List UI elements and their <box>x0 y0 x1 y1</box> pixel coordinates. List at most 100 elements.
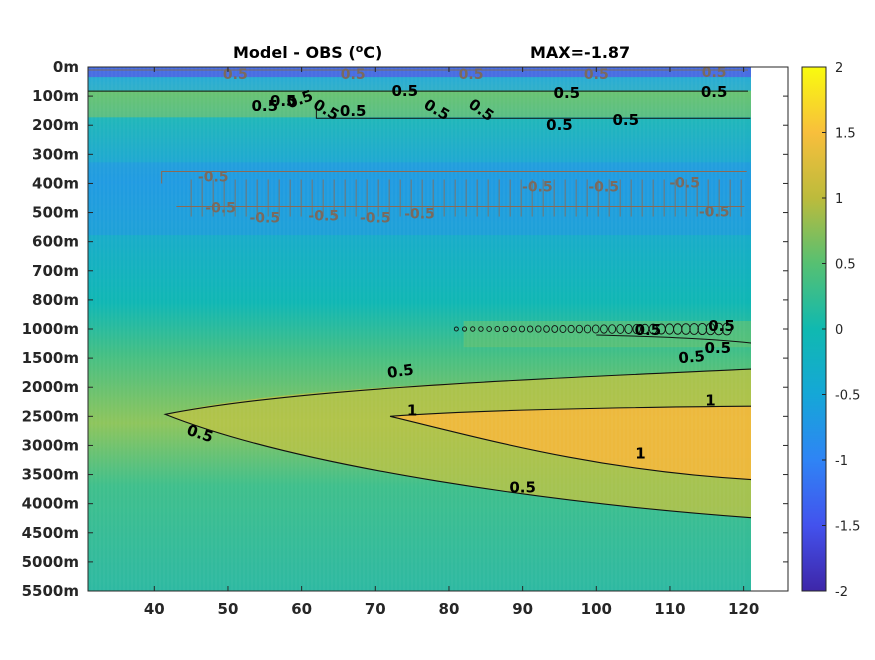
contour-loop-1000m <box>543 325 550 333</box>
axes: 0m 100m 200m 300m 400m 500m 600m 700m 800m 1000m 1… <box>22 58 789 618</box>
contour-label-deep: 0.5 <box>708 317 735 335</box>
contour-label-deep: 0.5 <box>509 479 536 497</box>
y-tick-label: 300m <box>32 145 79 163</box>
contour-label-deep: 1 <box>635 444 645 462</box>
contour-loop-1000m <box>470 326 476 332</box>
contour-loop-1000m <box>453 326 459 332</box>
heatmap-region-deep-warm <box>165 369 751 518</box>
y-tick-label: 5500m <box>22 582 79 600</box>
contour-line-surface-neg <box>88 69 748 73</box>
y-tick-label: 3500m <box>22 466 79 484</box>
x-tick-label: 110 <box>654 600 685 618</box>
contour-label-mid: -0.5 <box>198 169 229 185</box>
contour-loop-1000m <box>551 325 559 333</box>
contour-line-1000m-0.5 <box>596 334 751 344</box>
colorbar-tick-label: -0.5 <box>835 389 860 404</box>
x-tick-label: 90 <box>512 600 533 618</box>
contour-label-surface: 0.5 <box>341 67 366 83</box>
contour-line-deep-0.5 <box>163 368 751 519</box>
contour-loop-1000m <box>721 322 733 336</box>
contour-loop-1000m <box>575 324 583 334</box>
contour-label-mid: -0.5 <box>588 179 619 195</box>
y-tick-label: 600m <box>32 233 79 251</box>
colorbar: 2 1.5 1 0.5 0 -0.5 -1 -1.5 -2 <box>801 61 860 600</box>
contour-label-mid: -0.5 <box>249 211 280 227</box>
contour-loop-1000m <box>600 324 608 334</box>
contour-loop-1000m <box>713 322 724 336</box>
y-tick-label: 3000m <box>22 436 79 454</box>
y-tick-label: 400m <box>32 174 79 192</box>
contour-label-deep: 1 <box>407 401 417 419</box>
contour-label-deep: 0.5 <box>386 360 415 382</box>
x-tick-label: 50 <box>218 600 239 618</box>
chart-annotation-max: MAX=-1.87 <box>530 43 630 62</box>
plot-area: 0.50.50.50.50.50.50.5 0.50.50.5 0.50.50.5 0… <box>88 65 751 591</box>
contour-loop-1000m <box>462 326 468 332</box>
colorbar-tick-label: 1.5 <box>835 127 856 142</box>
colorbar-tick-label: 0 <box>835 323 843 338</box>
chart-title-group: Model - OBS (oC) MAX=-1.87 <box>233 42 630 62</box>
heatmap-region-upper-warm <box>88 91 751 118</box>
contour-loop-1000m <box>567 324 575 334</box>
contour-loop-1000m <box>494 325 501 333</box>
heatmap-region-surface-cold <box>88 67 751 78</box>
contour-label-upper: 0.5 <box>612 111 639 129</box>
contour-loop-1000m <box>510 325 517 333</box>
contour-loop-1000m <box>697 322 708 336</box>
y-tick-label: 100m <box>32 87 79 105</box>
contour-loop-1000m <box>478 326 484 332</box>
contour-label-deep: 0.5 <box>635 321 662 339</box>
y-tick-label: 1500m <box>22 349 79 367</box>
contour-line-deep-1 <box>389 405 751 481</box>
contour-loop-1000m <box>591 324 600 334</box>
contour-loop-1000m <box>535 325 542 333</box>
chart-title-superscript: o <box>356 42 364 55</box>
x-tick-label: 100 <box>581 600 612 618</box>
contour-loop-1000m <box>486 326 492 332</box>
x-tick-label: 40 <box>144 600 165 618</box>
y-tick-label: 4500m <box>22 524 79 542</box>
colorbar-tick-label: 1 <box>835 192 843 207</box>
contour-label-upper: 0.5 <box>554 84 581 102</box>
contour-loop-1000m <box>705 322 716 336</box>
colorbar-tick-label: -1 <box>835 454 848 469</box>
contour-label-deep: 0.5 <box>678 347 706 367</box>
contour-loop-1000m <box>624 324 633 334</box>
contour-loop-1000m <box>616 324 625 334</box>
contour-loop-1000m <box>518 325 526 333</box>
y-tick-label: 700m <box>32 262 79 280</box>
contour-label-upper: 0.5 <box>252 97 279 115</box>
contour-label-surface: 0.5 <box>702 65 727 81</box>
heatmap-region-deep-hot <box>390 406 751 480</box>
chart-title: Model - OBS (oC) <box>233 42 382 62</box>
contour-label-upper: 0.5 <box>391 82 418 100</box>
x-tick-label: 60 <box>291 600 312 618</box>
contour-label-upper: 0.5 <box>546 116 573 134</box>
x-tick-label: 120 <box>728 600 759 618</box>
contour-line-upper-0.5-south <box>315 108 751 119</box>
contour-loop-1000m <box>583 324 592 334</box>
contour-label-mid: -0.5 <box>669 175 700 191</box>
contour-line-mid-neg-north <box>161 170 747 184</box>
contour-label-surface: 0.5 <box>584 67 609 83</box>
chart-title-unit: C) <box>363 43 382 62</box>
contour-line-upper-0.5-north <box>88 90 748 99</box>
x-tick-label: 70 <box>365 600 386 618</box>
contour-label-1000m: 0.5 <box>705 339 732 357</box>
contour-label-mid: -0.5 <box>404 207 435 223</box>
y-tick-label: 800m <box>32 291 79 309</box>
contour-label-upper: 0.5 <box>270 92 297 110</box>
contour-loop-1000m <box>559 324 567 334</box>
contour-loop-1000m <box>608 324 617 334</box>
contour-label-mid: -0.5 <box>205 201 236 217</box>
contour-label-upper: 0.5 <box>701 83 728 101</box>
x-tick-label: 80 <box>439 600 460 618</box>
contour-label-surface: 0.5 <box>459 67 484 83</box>
contour-label-deep: 1 <box>705 391 715 409</box>
y-tick-label: 5000m <box>22 553 79 571</box>
y-tick-label: 2500m <box>22 407 79 425</box>
colorbar-tick-label: -1.5 <box>835 520 860 535</box>
contour-label-mid: -0.5 <box>522 179 553 195</box>
